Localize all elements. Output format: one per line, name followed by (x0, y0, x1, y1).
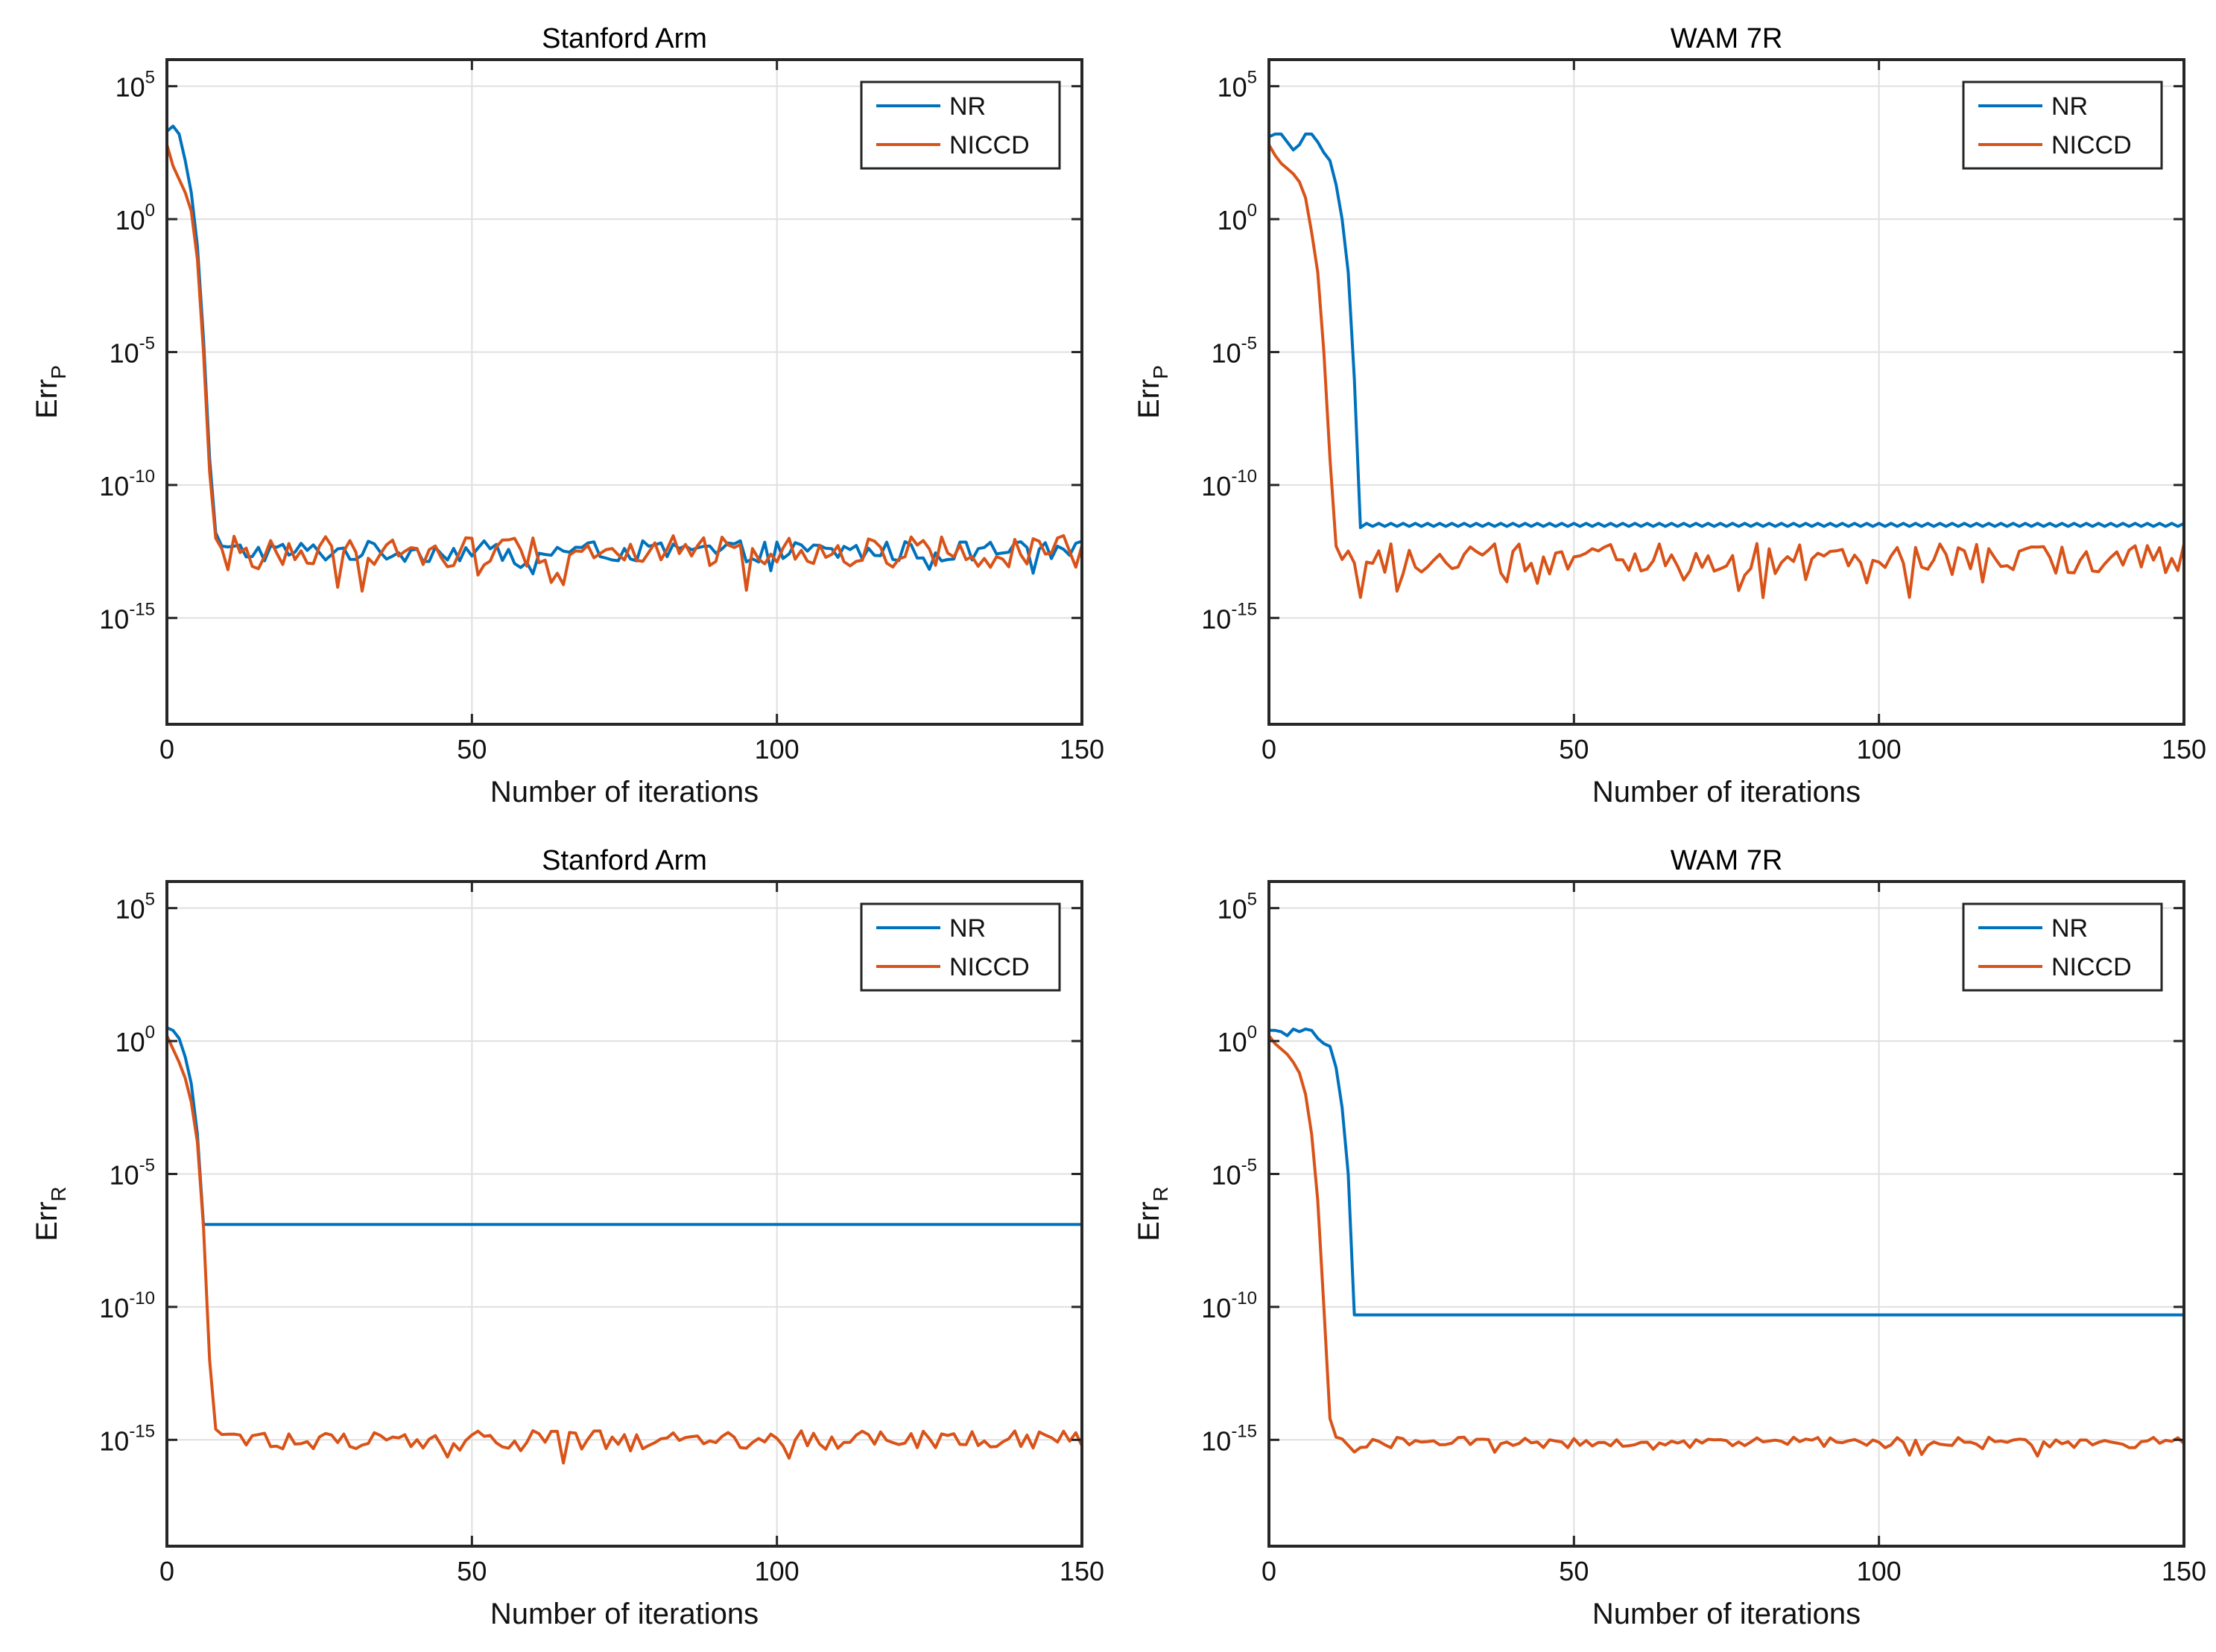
y-tick-label: 105 (115, 68, 155, 103)
x-tick-label: 100 (755, 734, 800, 765)
legend-box (860, 902, 1061, 992)
x-axis-label: Number of iterations (490, 1598, 759, 1630)
chart-panel-1: 0 50 100 150 105 100 10-5 10-10 10-15 Stanford Ar… (31, 23, 1104, 808)
legend-box (1962, 80, 2163, 170)
legend: NR NICCD (860, 80, 1061, 170)
legend-label-niccd: NICCD (2051, 953, 2132, 981)
legend-box (1962, 902, 2163, 992)
y-axis-label: ErrR (1133, 1186, 1172, 1241)
y-tick-label: 10-15 (99, 1421, 155, 1456)
y-tick-label: 10-10 (99, 466, 155, 501)
series-line-nr (166, 1026, 1082, 1227)
x-tick-label: 50 (457, 1556, 487, 1586)
series-line-niccd (165, 144, 1083, 593)
y-axis-label: ErrR (31, 1186, 70, 1241)
x-tick-label: 150 (1060, 1556, 1104, 1586)
series-line-nr (1268, 132, 2185, 529)
x-tick-label: 50 (1559, 1556, 1589, 1586)
series-line-niccd (1267, 144, 2185, 599)
x-tick-label: 150 (1060, 734, 1104, 765)
y-tick-label: 10-15 (1201, 1421, 1257, 1456)
y-tick-label: 105 (1218, 68, 1257, 103)
y-tick-label: 10-5 (110, 333, 155, 368)
y-tick-label: 10-15 (1201, 599, 1257, 634)
legend: NR NICCD (1962, 80, 2163, 170)
chart-title: WAM 7R (1671, 23, 1783, 54)
chart-title: Stanford Arm (542, 845, 707, 876)
x-tick-label: 0 (159, 734, 174, 765)
y-tick-label: 10-10 (1201, 466, 1257, 501)
y-tick-label: 10-5 (1212, 333, 1257, 368)
axes-box (165, 58, 1083, 726)
legend-label-nr: NR (2051, 92, 2088, 121)
plot-area (167, 60, 1082, 724)
legend-label-nr: NR (949, 92, 986, 121)
y-tick-label: 10-15 (99, 599, 155, 634)
legend: NR NICCD (1962, 902, 2163, 992)
legend-label-niccd: NICCD (2051, 131, 2132, 159)
legend-label-nr: NR (2051, 914, 2088, 943)
axes-box (165, 880, 1083, 1548)
axes-box (1267, 880, 2185, 1548)
series-line-niccd (1267, 1034, 2185, 1458)
x-tick-label: 0 (1261, 734, 1276, 765)
x-axis-label: Number of iterations (1592, 776, 1861, 808)
legend-label-nr: NR (949, 914, 986, 943)
y-tick-label: 100 (1218, 1022, 1257, 1057)
x-tick-label: 100 (755, 1556, 800, 1586)
x-tick-label: 0 (159, 1556, 174, 1586)
chart-panel-4: 0 50 100 150 105 100 10-5 10-10 10-15 WAM 7R Numbe… (1133, 845, 2206, 1630)
x-tick-label: 100 (1857, 734, 1902, 765)
y-tick-label: 10-10 (99, 1288, 155, 1323)
series-line-nr (1269, 1028, 2184, 1317)
plot-area (1269, 60, 2184, 724)
y-tick-label: 100 (115, 1022, 155, 1057)
series-line-niccd (165, 1035, 1083, 1465)
x-tick-label: 150 (2162, 734, 2206, 765)
legend: NR NICCD (860, 902, 1061, 992)
y-tick-label: 105 (1218, 890, 1257, 925)
x-tick-label: 50 (457, 734, 487, 765)
y-tick-label: 10-5 (1212, 1155, 1257, 1190)
chart-panel-3: 0 50 100 150 105 100 10-5 10-10 10-15 Stanford Ar… (31, 845, 1104, 1630)
plot-area (1269, 882, 2184, 1546)
x-tick-label: 150 (2162, 1556, 2206, 1586)
series-line-nr (165, 124, 1083, 576)
legend-label-niccd: NICCD (949, 953, 1030, 981)
chart-panel-2: 0 50 100 150 105 100 10-5 10-10 10-15 WAM 7R Numbe… (1133, 23, 2206, 808)
y-axis-label: ErrP (1133, 365, 1172, 419)
legend-label-niccd: NICCD (949, 131, 1030, 159)
chart-title: Stanford Arm (542, 23, 707, 54)
y-tick-label: 10-5 (110, 1155, 155, 1190)
chart-title: WAM 7R (1671, 845, 1783, 876)
y-tick-label: 105 (115, 890, 155, 925)
x-axis-label: Number of iterations (1592, 1598, 1861, 1630)
y-tick-label: 100 (1218, 200, 1257, 235)
x-axis-label: Number of iterations (490, 776, 759, 808)
y-tick-label: 10-10 (1201, 1288, 1257, 1323)
axes-box (1267, 58, 2185, 726)
x-tick-label: 0 (1261, 1556, 1276, 1586)
y-tick-label: 100 (115, 200, 155, 235)
y-axis-label: ErrP (31, 365, 70, 419)
legend-box (860, 80, 1061, 170)
x-tick-label: 50 (1559, 734, 1589, 765)
x-tick-label: 100 (1857, 1556, 1902, 1586)
